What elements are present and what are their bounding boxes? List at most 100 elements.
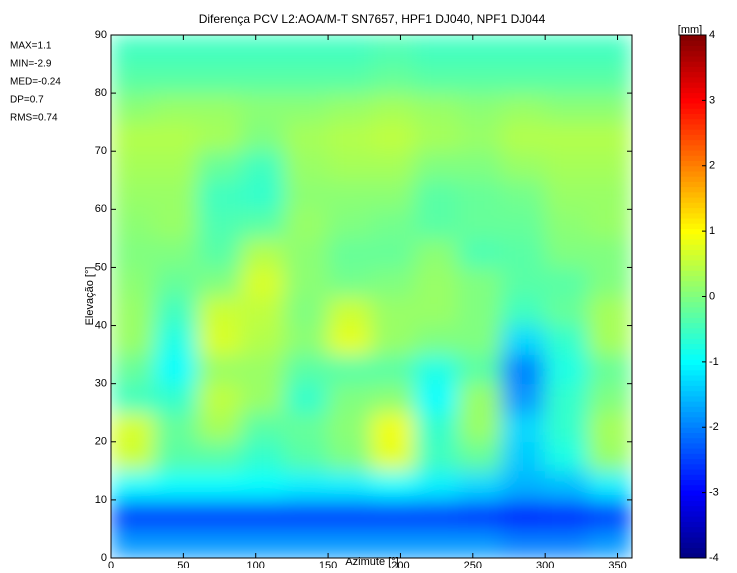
heatmap-cell	[111, 150, 155, 181]
heatmap-cell	[501, 383, 546, 414]
heatmap-cell	[457, 150, 503, 181]
stat-annotation: MIN=-2.9	[10, 59, 52, 70]
heatmap-cell	[588, 208, 632, 239]
colorbar-swatch	[680, 60, 706, 67]
heatmap-cell	[588, 35, 632, 65]
heatmap-cell	[544, 325, 590, 356]
heatmap-cell	[414, 325, 459, 356]
heatmap-cell	[240, 237, 286, 268]
colorbar-swatch	[680, 458, 706, 465]
colorbar-swatch	[680, 510, 706, 517]
colorbar-swatch	[680, 139, 706, 146]
heatmap-cell	[371, 354, 416, 385]
heatmap-cell	[371, 325, 416, 356]
heatmap-cell	[240, 325, 286, 356]
heatmap-cell	[153, 383, 199, 414]
heatmap-cell	[111, 179, 155, 210]
colorbar-swatch	[680, 337, 706, 345]
colorbar-swatch	[680, 175, 706, 182]
heatmap-cell	[284, 266, 329, 297]
heatmap-cell	[588, 383, 632, 414]
heatmap-cell	[501, 470, 546, 501]
colorbar-swatch	[680, 468, 706, 475]
colorbar-swatch	[680, 479, 706, 486]
heatmap-cell	[327, 35, 372, 65]
colorbar-swatch	[680, 421, 706, 428]
heatmap-cell	[153, 354, 199, 385]
heatmap-cell	[240, 470, 286, 501]
colorbar-swatch	[680, 264, 706, 271]
heatmap-cell	[153, 528, 199, 558]
stat-annotation: RMS=0.74	[10, 113, 58, 124]
heatmap-cell	[414, 499, 459, 530]
colorbar-swatch	[680, 395, 706, 402]
heatmap-cell	[197, 35, 242, 65]
heatmap-cell	[284, 121, 329, 152]
heatmap-cell	[371, 179, 416, 210]
heatmap-cell	[457, 412, 503, 443]
heatmap-cell	[544, 237, 590, 268]
heatmap-cell	[371, 237, 416, 268]
heatmap-cell	[588, 150, 632, 181]
colorbar-swatch	[680, 442, 706, 449]
colorbar-swatch	[680, 348, 706, 355]
colorbar-swatch	[680, 149, 706, 156]
y-tick-label: 20	[95, 436, 107, 448]
heatmap-cell	[501, 92, 546, 123]
colorbar-swatch	[680, 489, 706, 496]
heatmap-cell	[414, 208, 459, 239]
heatmap-cell	[240, 92, 286, 123]
colorbar-swatch	[680, 369, 706, 376]
heatmap-cell	[457, 296, 503, 327]
y-tick-label: 90	[95, 29, 107, 41]
heatmap-cell	[153, 296, 199, 327]
heatmap-cell	[588, 499, 632, 530]
heatmap-cell	[197, 208, 242, 239]
heatmap-cell	[414, 63, 459, 94]
heatmap-cell	[240, 35, 286, 65]
heatmap-cell	[544, 179, 590, 210]
colorbar-swatch	[680, 296, 706, 303]
heatmap-cell	[240, 528, 286, 558]
colorbar-swatch	[680, 81, 706, 88]
heatmap-cell	[327, 412, 372, 443]
heatmap-cell	[240, 208, 286, 239]
heatmap-cell	[588, 63, 632, 94]
colorbar-swatch	[680, 552, 706, 559]
heatmap-cell	[414, 150, 459, 181]
heatmap-cell	[240, 412, 286, 443]
heatmap-cell	[588, 296, 632, 327]
colorbar-swatch	[680, 186, 706, 193]
heatmap-cell	[197, 121, 242, 152]
heatmap-cell	[284, 179, 329, 210]
heatmap-cell	[588, 412, 632, 443]
heatmap-cell	[111, 354, 155, 385]
heatmap-cell	[414, 441, 459, 472]
colorbar-swatch	[680, 390, 706, 397]
heatmap-cell	[544, 266, 590, 297]
colorbar-swatch	[680, 322, 706, 329]
heatmap-cell	[153, 325, 199, 356]
heatmap-cell	[544, 208, 590, 239]
colorbar-tick-label: -3	[709, 487, 719, 499]
heatmap-cell	[544, 470, 590, 501]
heatmap-cell	[240, 63, 286, 94]
colorbar-tick-label: -4	[709, 552, 719, 564]
heatmap-cell	[153, 63, 199, 94]
heatmap-cell	[284, 92, 329, 123]
colorbar-swatch	[680, 160, 706, 167]
x-tick-label: 300	[536, 560, 554, 568]
colorbar-swatch	[680, 92, 706, 99]
heatmap-cell	[544, 63, 590, 94]
heatmap-cell	[371, 528, 416, 558]
heatmap-cell	[284, 325, 329, 356]
heatmap-cell	[284, 354, 329, 385]
heatmap-cell	[371, 412, 416, 443]
colorbar-swatch	[680, 65, 706, 73]
heatmap-cell	[284, 237, 329, 268]
heatmap-cell	[240, 441, 286, 472]
x-tick-label: 250	[464, 560, 482, 568]
heatmap-cell	[153, 412, 199, 443]
heatmap-cell	[197, 150, 242, 181]
heatmap-cell	[284, 63, 329, 94]
